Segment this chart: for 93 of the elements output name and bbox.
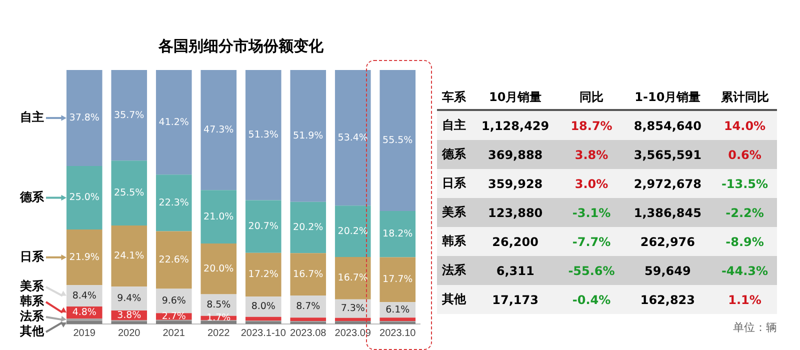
text: -0.4%	[572, 292, 611, 306]
data-label: 3.8%	[117, 310, 142, 321]
data-label: 7.3%	[340, 303, 365, 314]
text: 162,823	[640, 292, 695, 306]
legend-label: 美系	[19, 279, 45, 294]
x-tick-label: 2019	[73, 328, 96, 339]
x-tick-label: 2023.09	[334, 328, 372, 339]
data-label: 20.2%	[293, 222, 324, 233]
category-label: 法系	[442, 263, 466, 277]
data-label: 20.2%	[338, 226, 368, 237]
text: 17,173	[492, 292, 538, 306]
text: 8,854,640	[634, 118, 702, 132]
category-label: 韩系	[442, 234, 466, 248]
text: 车系	[437, 85, 470, 110]
data-label: 17.7%	[382, 274, 413, 286]
data-label: 6.1%	[386, 304, 410, 316]
category-label: 10月销量	[470, 85, 560, 110]
text: 1,386,845	[634, 206, 702, 220]
data-label: 16.7%	[338, 272, 368, 284]
data-label: 8.7%	[296, 301, 320, 312]
text: 3.0%	[574, 176, 608, 190]
data-label: 47.3%	[204, 124, 234, 136]
text: -8.9%	[726, 234, 764, 248]
text: 3,565,591	[634, 148, 702, 162]
data-label: 18.2%	[382, 228, 413, 240]
category-label: 1-10月销量	[622, 85, 713, 110]
text: 14.0%	[724, 118, 766, 132]
data-label: 21.0%	[204, 211, 234, 222]
text: 3.8%	[574, 148, 608, 162]
category-label: 美系	[442, 205, 466, 219]
text: -2.2%	[726, 206, 764, 220]
data-label: 8.0%	[251, 301, 276, 312]
data-label: 17.2%	[248, 269, 278, 280]
category-label: 同比	[560, 85, 623, 110]
legend-label: 自主	[20, 110, 44, 124]
text: 单位：辆	[732, 320, 777, 335]
x-tick-label: 2022	[208, 328, 230, 339]
text: -7.7%	[572, 234, 611, 248]
x-tick-label: 2023.10	[380, 328, 416, 339]
legend-label: 法系	[19, 309, 45, 324]
text: -3.1%	[572, 206, 611, 220]
text: 123,880	[488, 206, 543, 220]
legend-label: 日系	[20, 249, 45, 264]
x-tick-label: 2023.08	[290, 328, 327, 339]
data-label: 20.7%	[248, 221, 278, 232]
text: 59,649	[644, 264, 691, 278]
category-label: 日系	[442, 176, 466, 190]
text: 2,972,678	[634, 176, 702, 190]
category-label: 其他	[442, 292, 466, 306]
data-label: 1.7%	[206, 312, 231, 324]
data-label: 21.9%	[69, 252, 100, 263]
category-label: 累计同比	[712, 85, 777, 110]
text: 262,976	[640, 234, 695, 248]
legend-label: 其他	[19, 324, 45, 338]
data-label: 37.8%	[69, 112, 100, 124]
text: 369,888	[488, 148, 543, 162]
category-label: 德系	[442, 147, 466, 161]
x-tick-label: 2020	[118, 328, 141, 339]
x-tick-label: 2021	[162, 328, 186, 339]
data-label: 8.5%	[206, 300, 231, 311]
data-label: 4.8%	[72, 307, 96, 318]
data-label: 25.0%	[69, 192, 100, 204]
data-label: 16.7%	[293, 268, 324, 280]
legend-label: 德系	[19, 190, 45, 204]
x-tick-label: 2023.1-10	[240, 328, 286, 339]
data-label: 41.2%	[158, 116, 189, 128]
text: 1.1%	[728, 292, 762, 306]
data-label: 22.6%	[158, 254, 189, 266]
text: 0.6%	[728, 148, 762, 162]
text: 359,928	[488, 176, 543, 190]
data-label: 24.1%	[114, 250, 144, 262]
data-label: 25.5%	[114, 188, 144, 199]
text: -13.5%	[721, 176, 768, 190]
data-label: 9.4%	[117, 293, 142, 304]
text: 6,311	[496, 264, 534, 278]
text: 18.7%	[570, 118, 612, 132]
text: -55.6%	[568, 264, 615, 278]
text: -44.3%	[721, 264, 768, 278]
category-label: 自主	[442, 118, 466, 132]
chart-title: 各国别细分市场份额变化	[158, 36, 324, 55]
data-label: 8.4%	[72, 290, 96, 302]
data-label: 20.0%	[204, 263, 234, 274]
data-label: 53.4%	[338, 132, 368, 144]
data-label: 22.3%	[158, 197, 189, 208]
legend-label: 韩系	[19, 294, 45, 308]
text: 26,200	[492, 234, 538, 248]
data-label: 2.7%	[162, 310, 186, 322]
data-label: 55.5%	[382, 134, 413, 146]
data-label: 35.7%	[114, 110, 144, 121]
data-label: 51.9%	[293, 130, 324, 142]
data-label: 51.3%	[248, 130, 278, 141]
data-label: 9.6%	[162, 295, 186, 306]
text: 1,128,429	[482, 118, 550, 132]
